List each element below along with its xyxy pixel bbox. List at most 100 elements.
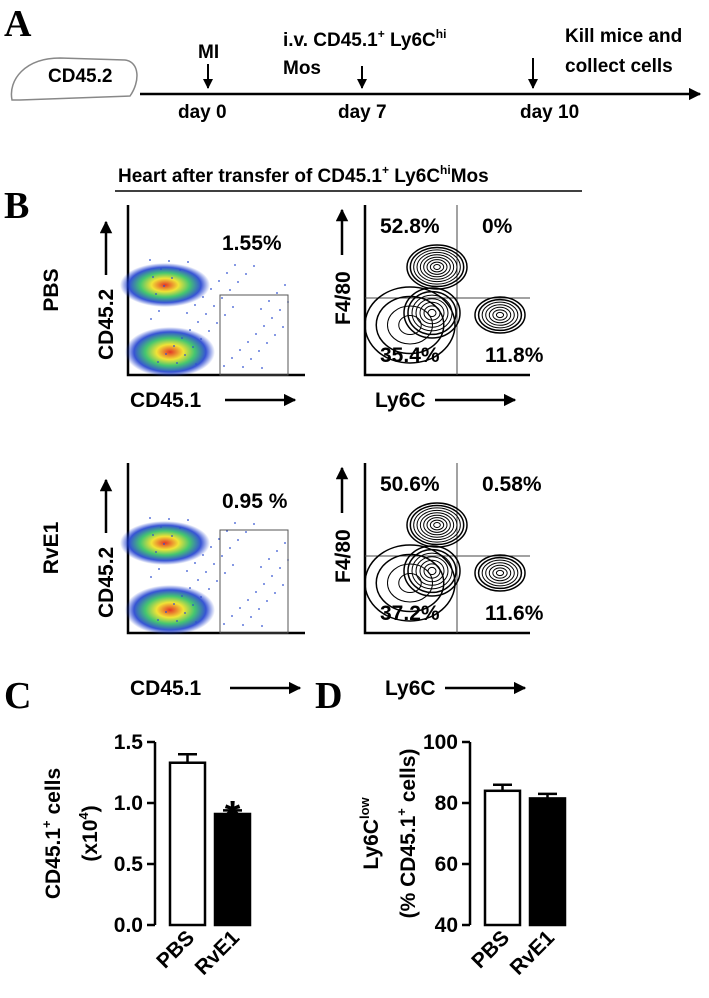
contour (419, 512, 455, 538)
event-label: MI (198, 42, 219, 63)
event-dot (210, 546, 212, 548)
event-dot (202, 296, 204, 298)
event-dot (160, 526, 162, 528)
contour (481, 301, 519, 329)
event-label: i.v. CD45.1+ Ly6Chi (283, 27, 446, 51)
contour (416, 509, 458, 541)
event-dot (197, 321, 199, 323)
event-dot (284, 542, 286, 544)
event-dot (163, 543, 165, 545)
event-dot (187, 261, 189, 263)
event-dot (200, 596, 202, 598)
gate-value: 1.55% (222, 232, 282, 255)
event-dot (200, 338, 202, 340)
contour (387, 563, 433, 603)
event-dot (274, 592, 276, 594)
gate (219, 529, 289, 634)
event-dot (155, 293, 157, 295)
event-dot (149, 259, 151, 261)
day-label: day 7 (338, 102, 387, 123)
label-part: + (39, 820, 54, 828)
event-dot (232, 564, 234, 566)
event-dot (250, 358, 252, 360)
contour (423, 256, 451, 278)
event-dot (165, 353, 167, 355)
label-part: 4 (76, 812, 91, 820)
event-dot (171, 535, 173, 537)
contour (481, 559, 519, 587)
event-dot (195, 363, 197, 365)
event-dot (260, 566, 262, 568)
event-dot (234, 522, 236, 524)
label-part: Ly6C (360, 819, 383, 870)
event-dot (279, 567, 281, 569)
event-dot (152, 276, 154, 278)
event-dot (213, 305, 215, 307)
label-part: ) (79, 805, 102, 812)
event-dot (205, 571, 207, 573)
contour (416, 251, 458, 283)
event-dot (176, 362, 178, 364)
contour (429, 261, 445, 273)
y-axis-label: (x104) (76, 805, 102, 861)
quadrant-value: 35.4% (380, 344, 440, 367)
contour (409, 246, 465, 288)
event-dot (263, 583, 265, 585)
event-dot (160, 268, 162, 270)
axis-label: CD45.2 (95, 289, 118, 360)
event-dot (268, 300, 270, 302)
axis-label: CD45.1 (130, 677, 202, 700)
contour (398, 573, 422, 593)
event-dot (186, 312, 188, 314)
contour (426, 517, 448, 533)
event-dot (158, 310, 160, 312)
contour (495, 569, 505, 577)
label-part: cells) (397, 749, 420, 809)
event-dot (253, 523, 255, 525)
mouse-outline (10, 57, 138, 101)
quadrant-value: 50.6% (380, 473, 440, 496)
event-dot (208, 330, 210, 332)
event-dot (194, 562, 196, 564)
event-dot (173, 345, 175, 347)
event-dot (168, 260, 170, 262)
event-dot (271, 575, 273, 577)
y-axis-label: CD45.1+ cells (39, 768, 65, 899)
day-label: day 10 (520, 102, 579, 123)
event-dot (271, 317, 273, 319)
panel-letter: C (4, 675, 31, 717)
bar (483, 789, 522, 927)
event-dot (282, 326, 284, 328)
axis-label: Ly6C (385, 677, 436, 700)
event-dot (237, 281, 239, 283)
contour (485, 562, 515, 584)
event-dot (242, 624, 244, 626)
event-label: collect cells (565, 56, 673, 77)
label-part: + (394, 808, 409, 816)
event-dot (181, 595, 183, 597)
event-dot (216, 580, 218, 582)
event-dot (210, 288, 212, 290)
density (120, 521, 210, 565)
event-dot (255, 591, 257, 593)
contour (406, 244, 468, 290)
event-dot (202, 554, 204, 556)
x-tick-label: RvE1 (506, 926, 560, 980)
event-dot (155, 551, 157, 553)
event-dot (152, 534, 154, 536)
label-part: (% CD45.1 (397, 815, 420, 918)
event-dot (163, 285, 165, 287)
event-dot (258, 350, 260, 352)
event-dot (276, 292, 278, 294)
event-dot (258, 608, 260, 610)
gate-value: 0.95 % (222, 490, 288, 513)
event-dot (157, 619, 159, 621)
quadrant-value: 11.8% (485, 344, 544, 367)
annotation: * (225, 793, 241, 837)
contour (364, 544, 456, 622)
contour (495, 311, 505, 319)
y-tick-label: 80 (435, 792, 458, 815)
event-dot (224, 314, 226, 316)
event-dot (245, 531, 247, 533)
